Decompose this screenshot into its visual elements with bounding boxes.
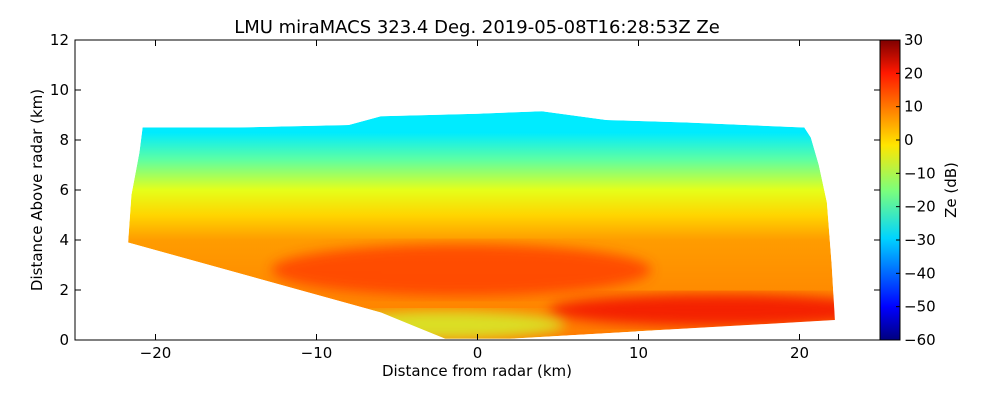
colorbar-tick-label: 10 bbox=[904, 98, 923, 116]
y-tick-label: 0 bbox=[59, 331, 69, 349]
x-tick-label: 0 bbox=[473, 344, 483, 362]
colorbar-tick-label: 0 bbox=[904, 131, 914, 149]
y-tick-label: 2 bbox=[59, 281, 69, 299]
x-tick-label: 10 bbox=[629, 344, 648, 362]
colorbar-tick-label: 20 bbox=[904, 64, 923, 82]
y-axis-label: Distance Above radar (km) bbox=[28, 89, 46, 291]
colorbar-label: Ze (dB) bbox=[942, 162, 960, 218]
ze-layer-blob bbox=[549, 294, 835, 326]
colorbar-tick-label: −20 bbox=[904, 198, 936, 216]
y-tick-label: 6 bbox=[59, 181, 69, 199]
chart-title: LMU miraMACS 323.4 Deg. 2019-05-08T16:28… bbox=[234, 17, 720, 38]
x-tick-label: −20 bbox=[140, 344, 172, 362]
colorbar-gradient bbox=[879, 39, 901, 341]
reflectivity-field bbox=[128, 111, 835, 339]
colorbar-tick-label: −30 bbox=[904, 231, 936, 249]
colorbar-tick-label: −40 bbox=[904, 264, 936, 282]
colorbar-tick-label: −10 bbox=[904, 164, 936, 182]
y-tick-label: 8 bbox=[59, 131, 69, 149]
x-tick-label: −10 bbox=[301, 344, 333, 362]
colorbar-tick-label: −60 bbox=[904, 331, 936, 349]
colorbar-tick-label: −50 bbox=[904, 298, 936, 316]
y-tick-label: 4 bbox=[59, 231, 69, 249]
y-tick-label: 10 bbox=[50, 81, 69, 99]
colorbar-tick-label: 30 bbox=[904, 31, 923, 49]
ze-layer-blob bbox=[325, 311, 566, 339]
plot-area: −20 −10 0 10 20 0 2 4 6 8 10 12 bbox=[50, 31, 881, 362]
colorbar: −60 −50 −40 −30 −20 −10 0 10 20 30 bbox=[879, 31, 936, 349]
x-tick-label: 20 bbox=[790, 344, 809, 362]
x-axis-label: Distance from radar (km) bbox=[382, 362, 572, 380]
y-tick-label: 12 bbox=[50, 31, 69, 49]
ze-layer-blob bbox=[271, 244, 652, 296]
